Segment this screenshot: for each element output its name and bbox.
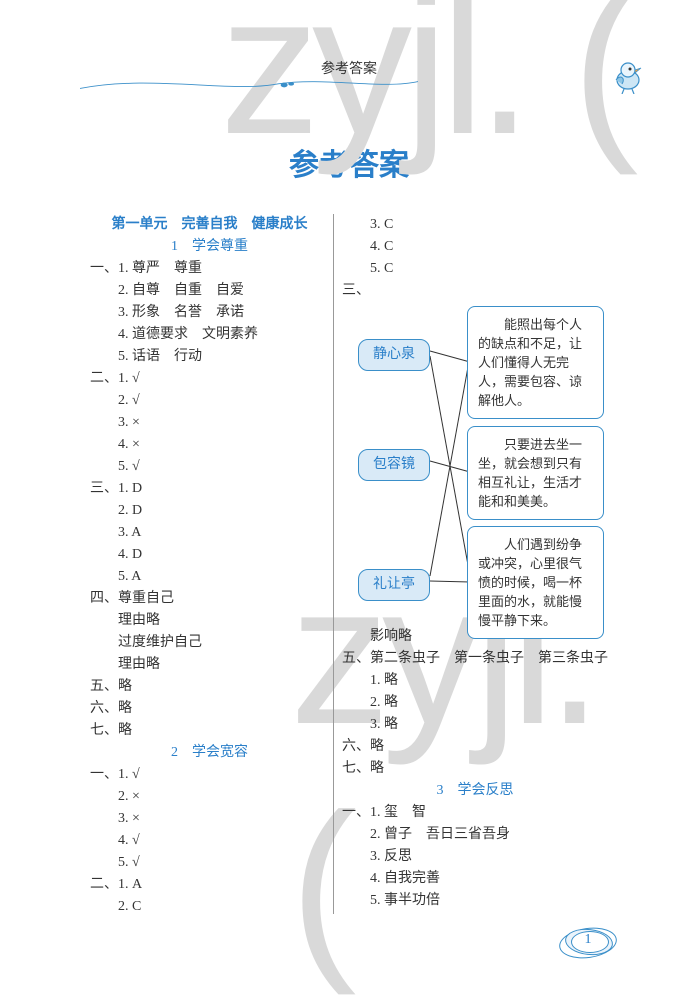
text-line: 六、略 — [342, 736, 608, 758]
header-decoration — [0, 78, 698, 98]
text-line: 5. √ — [90, 852, 329, 874]
text-line: 过度维护自己 — [90, 632, 329, 654]
text-line: 二、1. A — [90, 874, 329, 896]
section-3-lines: 一、1. 玺 智 2. 曾子 吾日三省吾身 3. 反思 4. 自我完善 5. 事… — [342, 802, 608, 912]
text-line: 5. √ — [90, 456, 329, 478]
section-1-title: 1 学会尊重 — [90, 236, 329, 258]
text-line: 三、 — [342, 280, 608, 302]
section-2-lines: 一、1. √ 2. × 3. × 4. √ 5. √二、1. A 2. C — [90, 764, 329, 918]
text-line: 2. C — [90, 896, 329, 918]
text-line: 3. 反思 — [342, 846, 608, 868]
text-line: 一、1. 玺 智 — [342, 802, 608, 824]
right-top-lines: 3. C 4. C 5. C三、 — [342, 214, 608, 302]
text-line: 2. D — [90, 500, 329, 522]
text-line: 2. 曾子 吾日三省吾身 — [342, 824, 608, 846]
text-line: 4. 自我完善 — [342, 868, 608, 890]
header: 参考答案 — [0, 0, 698, 100]
text-line: 七、略 — [90, 720, 329, 742]
diagram-pill-2: 包容镜 — [358, 449, 430, 481]
section-1-lines: 一、1. 尊严 尊重 2. 自尊 自重 自爱 3. 形象 名誉 承诺 4. 道德… — [90, 258, 329, 742]
text-line: 二、1. √ — [90, 368, 329, 390]
main-title: 参考答案 — [0, 140, 698, 184]
content-columns: 第一单元 完善自我 健康成长 1 学会尊重 一、1. 尊严 尊重 2. 自尊 自… — [90, 214, 608, 918]
text-line: 2. × — [90, 786, 329, 808]
text-line: 1. 略 — [342, 670, 608, 692]
text-line: 一、1. √ — [90, 764, 329, 786]
bird-icon — [608, 58, 648, 102]
text-line: 三、1. D — [90, 478, 329, 500]
right-column: 3. C 4. C 5. C三、 静心泉 包容镜 礼让亭 能照出每个人的缺点和不… — [342, 214, 608, 918]
text-line: 4. √ — [90, 830, 329, 852]
text-line: 4. × — [90, 434, 329, 456]
text-line: 4. 道德要求 文明素养 — [90, 324, 329, 346]
text-line: 3. C — [342, 214, 608, 236]
text-line: 3. 形象 名誉 承诺 — [90, 302, 329, 324]
text-line: 5. C — [342, 258, 608, 280]
text-line: 3. × — [90, 412, 329, 434]
text-line: 5. 事半功倍 — [342, 890, 608, 912]
text-line: 2. √ — [90, 390, 329, 412]
diagram-pill-1: 静心泉 — [358, 339, 430, 371]
text-line: 4. D — [90, 544, 329, 566]
diagram-box-3: 人们遇到纷争或冲突，心里很气愤的时候，喝一杯里面的水，就能慢慢平静下来。 — [467, 526, 604, 639]
text-line: 七、略 — [342, 758, 608, 780]
text-line: 4. C — [342, 236, 608, 258]
text-line: 理由略 — [90, 610, 329, 632]
column-divider — [333, 214, 334, 914]
right-mid-lines: 影响略五、第二条虫子 第一条虫子 第三条虫子 1. 略 2. 略 3. 略六、略… — [342, 626, 608, 780]
text-line: 一、1. 尊严 尊重 — [90, 258, 329, 280]
diagram-box-1: 能照出每个人的缺点和不足，让人们懂得人无完人，需要包容、谅解他人。 — [467, 306, 604, 419]
text-line: 2. 略 — [342, 692, 608, 714]
text-line: 3. × — [90, 808, 329, 830]
diagram-pill-3: 礼让亭 — [358, 569, 430, 601]
text-line: 五、第二条虫子 第一条虫子 第三条虫子 — [342, 648, 608, 670]
text-line: 四、尊重自己 — [90, 588, 329, 610]
page-number: 1 — [563, 932, 613, 948]
left-column: 第一单元 完善自我 健康成长 1 学会尊重 一、1. 尊严 尊重 2. 自尊 自… — [90, 214, 329, 918]
text-line: 3. A — [90, 522, 329, 544]
section-2-title: 2 学会宽容 — [90, 742, 329, 764]
text-line: 五、略 — [90, 676, 329, 698]
text-line: 2. 自尊 自重 自爱 — [90, 280, 329, 302]
section-3-title: 3 学会反思 — [342, 780, 608, 802]
matching-diagram: 静心泉 包容镜 礼让亭 能照出每个人的缺点和不足，让人们懂得人无完人，需要包容、… — [342, 306, 608, 626]
text-line: 5. A — [90, 566, 329, 588]
page-number-badge: 1 — [563, 926, 613, 956]
text-line: 3. 略 — [342, 714, 608, 736]
text-line: 5. 话语 行动 — [90, 346, 329, 368]
header-small-title: 参考答案 — [0, 0, 698, 78]
text-line: 理由略 — [90, 654, 329, 676]
unit-title: 第一单元 完善自我 健康成长 — [90, 214, 329, 236]
diagram-box-2: 只要进去坐一坐，就会想到只有相互礼让，生活才能和和美美。 — [467, 426, 604, 520]
text-line: 六、略 — [90, 698, 329, 720]
